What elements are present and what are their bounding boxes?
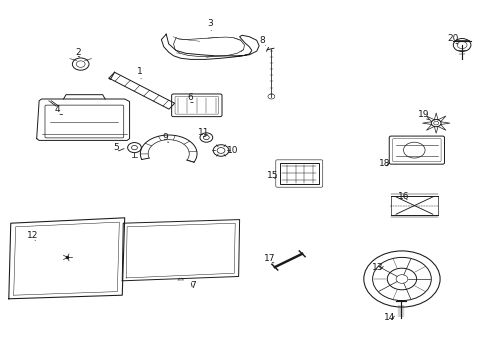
Text: 3: 3 — [207, 19, 213, 28]
Text: 2: 2 — [75, 48, 81, 57]
Text: 14: 14 — [383, 313, 395, 322]
Text: 1: 1 — [136, 68, 142, 77]
Text: 9: 9 — [162, 133, 167, 142]
Text: 17: 17 — [263, 253, 275, 263]
Text: 6: 6 — [187, 94, 193, 102]
Text: 12: 12 — [26, 231, 38, 240]
Text: 5: 5 — [113, 143, 119, 152]
Text: 20: 20 — [447, 34, 458, 43]
Text: 7: 7 — [189, 281, 195, 289]
Text: 10: 10 — [226, 145, 238, 155]
Text: 16: 16 — [397, 192, 409, 201]
Text: 19: 19 — [417, 109, 429, 118]
Text: 4: 4 — [54, 105, 60, 114]
Text: 13: 13 — [371, 263, 383, 271]
Text: 11: 11 — [197, 128, 209, 137]
Text: 15: 15 — [266, 171, 278, 180]
Text: 8: 8 — [259, 36, 265, 45]
Text: 18: 18 — [378, 159, 390, 168]
